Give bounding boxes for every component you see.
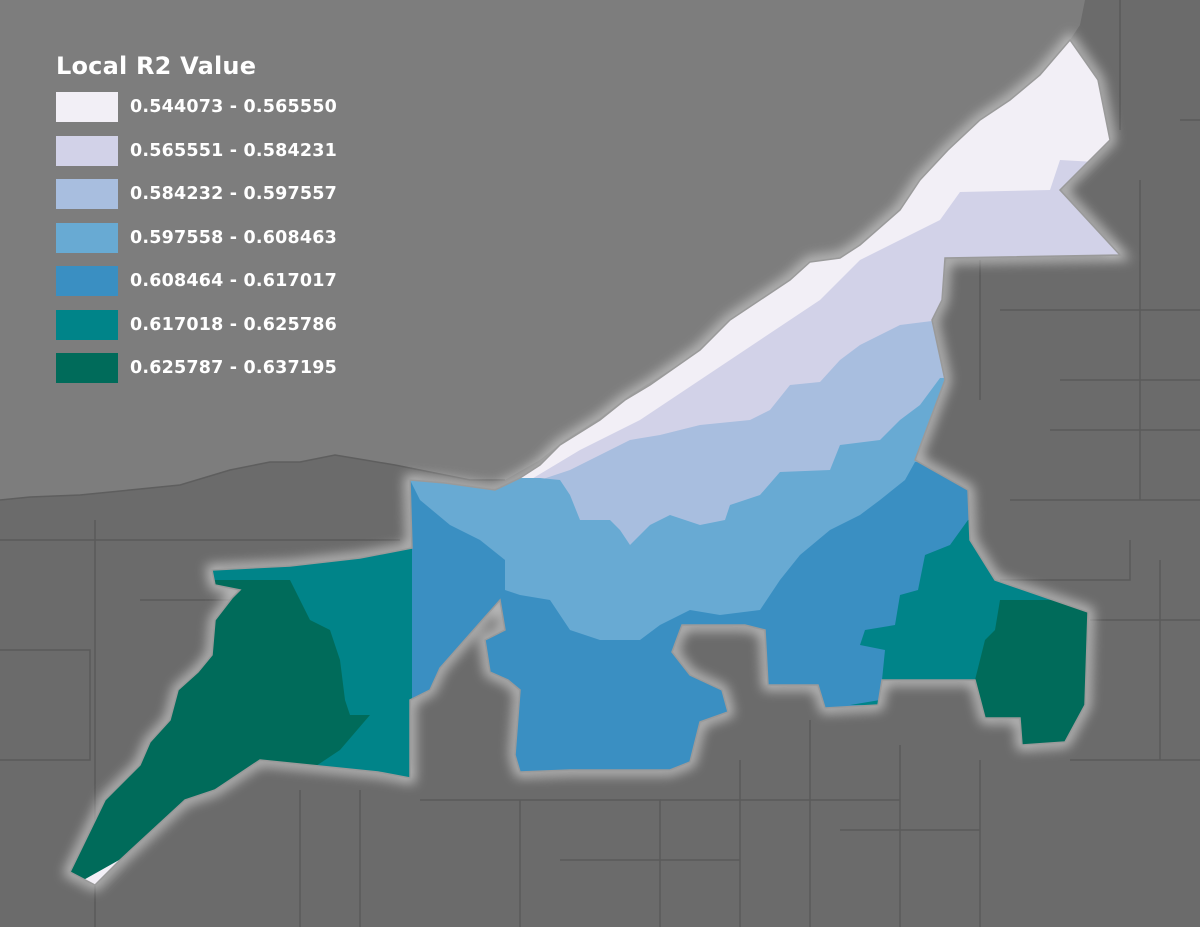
legend-item: 0.544073 - 0.565550 — [56, 92, 337, 122]
legend-swatch — [56, 92, 118, 122]
legend-label: 0.544073 - 0.565550 — [130, 97, 338, 117]
legend-item: 0.565551 - 0.584231 — [56, 135, 338, 166]
legend-label: 0.597558 - 0.608463 — [130, 227, 338, 248]
lake — [0, 0, 1085, 500]
legend-item: 0.617018 - 0.625786 — [56, 309, 338, 340]
shoreline — [0, 454, 505, 501]
legend-title: Local R2 Value — [56, 52, 257, 80]
zone-class-6 — [200, 520, 1120, 885]
legend-label: 0.617018 - 0.625786 — [130, 314, 338, 335]
legend-label: 0.584232 - 0.597557 — [130, 184, 338, 204]
legend-swatch — [56, 309, 118, 340]
legend-swatch — [56, 179, 118, 209]
legend-swatch — [56, 353, 118, 383]
zone-class-7 — [70, 580, 1120, 885]
legend-swatch — [56, 135, 118, 166]
legend-item: 0.597558 - 0.608463 — [56, 222, 338, 253]
legend-label: 0.625787 - 0.637195 — [130, 358, 338, 378]
legend-swatch — [56, 266, 118, 296]
legend-item: 0.584232 - 0.597557 — [56, 179, 337, 209]
legend-swatch — [56, 222, 118, 253]
map-legend: Local R2 Value 0.544073 - 0.565550 0.5655… — [56, 52, 337, 397]
legend-label: 0.565551 - 0.584231 — [130, 140, 338, 161]
legend-item: 0.625787 - 0.637195 — [56, 353, 337, 383]
legend-label: 0.608464 - 0.617017 — [130, 271, 338, 291]
legend-item: 0.608464 - 0.617017 — [56, 266, 337, 296]
